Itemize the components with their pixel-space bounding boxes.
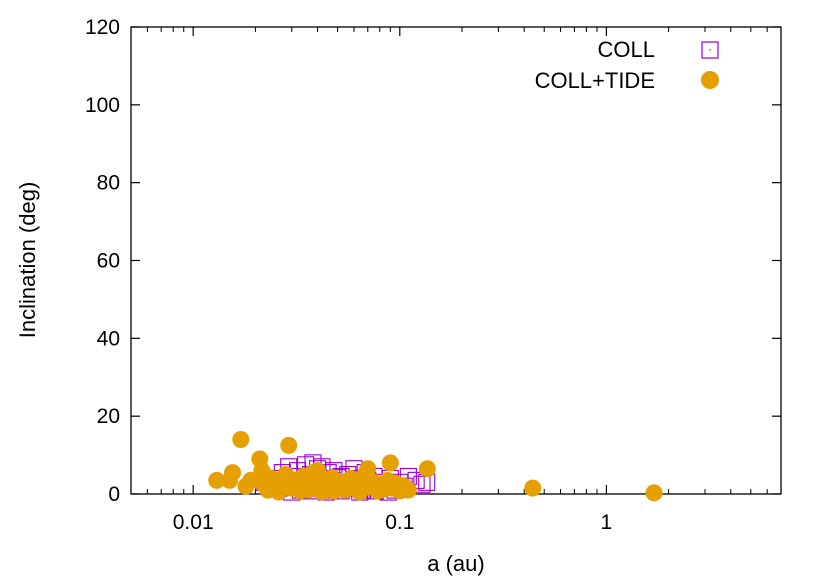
x-tick-label: 0.01: [173, 511, 214, 534]
y-tick-label: 80: [97, 172, 120, 195]
data-point-coll-tide: [418, 460, 436, 478]
y-tick-label: 60: [97, 250, 120, 273]
y-tick-label: 100: [85, 94, 120, 117]
data-point-coll-tide: [280, 436, 298, 454]
data-point-coll-tide: [645, 484, 663, 502]
x-tick-label: 1: [601, 511, 613, 534]
data-point-coll-tide: [381, 454, 399, 472]
legend-marker-coll: [701, 41, 719, 59]
data-point-coll-tide: [524, 479, 542, 497]
y-axis-title: Inclination (deg): [15, 182, 40, 339]
data-point-coll-tide: [232, 431, 250, 449]
series-coll-tide: [208, 431, 663, 502]
legend-label-coll-tide: COLL+TIDE: [535, 68, 655, 93]
data-point-coll-tide: [242, 471, 260, 489]
y-tick-label: 40: [97, 327, 120, 350]
legend-marker-coll-dot: [709, 49, 711, 51]
y-tick-label: 20: [97, 405, 120, 428]
data-series: [208, 431, 663, 502]
legend: COLL COLL+TIDE: [535, 37, 719, 93]
data-point-coll-tide: [224, 464, 242, 482]
data-point-coll-tide: [359, 460, 377, 478]
data-point-coll-tide: [208, 471, 226, 489]
y-tick-label: 120: [85, 16, 120, 39]
axes: 0 20 40 60 80 100 120 0.01 0.1 1: [85, 16, 782, 534]
plot-frame: [130, 26, 782, 495]
x-axis-title: a (au): [427, 551, 484, 576]
y-tick-label: 0: [108, 483, 120, 506]
legend-label-coll: COLL: [598, 37, 655, 62]
x-tick-label: 0.1: [385, 511, 414, 534]
legend-marker-coll-tide: [701, 71, 719, 89]
data-point-coll-tide: [399, 481, 417, 499]
